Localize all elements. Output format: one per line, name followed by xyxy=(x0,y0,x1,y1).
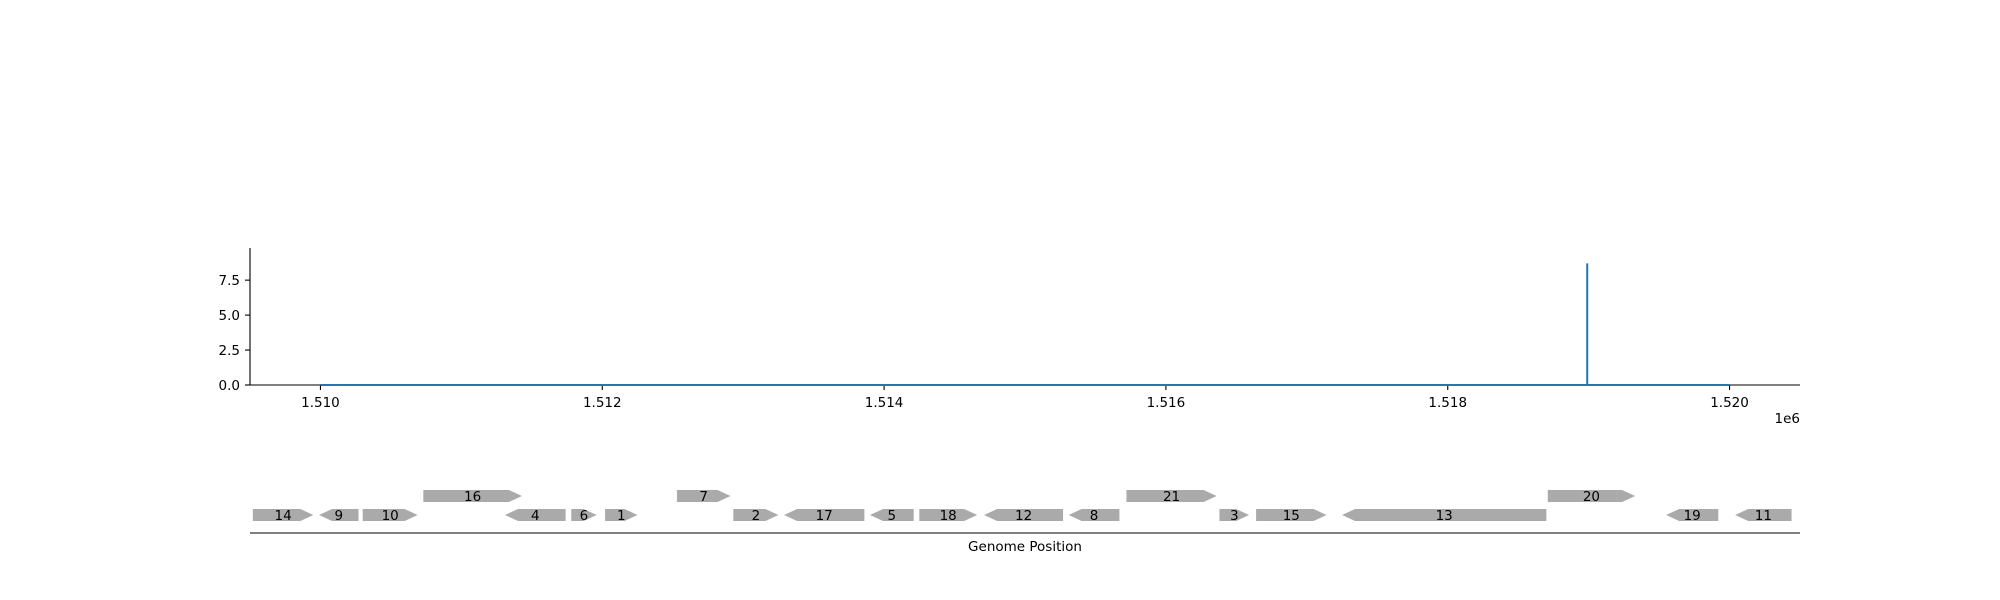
x-tick-label: 1.512 xyxy=(583,395,622,411)
gene-arrow: 19 xyxy=(1666,508,1719,524)
x-tick-label: 1.514 xyxy=(865,395,904,411)
gene-arrow: 8 xyxy=(1068,508,1120,524)
gene-label: 13 xyxy=(1436,508,1453,524)
gene-arrow: 20 xyxy=(1547,489,1636,505)
gene-label: 20 xyxy=(1583,489,1600,505)
y-tick-label: 5.0 xyxy=(219,308,240,324)
gene-arrow-shape xyxy=(362,509,418,521)
gene-arrow: 18 xyxy=(919,508,978,524)
gene-label: 6 xyxy=(580,508,589,524)
gene-arrow-shape xyxy=(1666,509,1719,521)
gene-arrow-shape xyxy=(1126,490,1217,502)
gene-arrow-shape xyxy=(423,490,522,502)
gene-arrow: 15 xyxy=(1256,508,1327,524)
gene-arrow: 21 xyxy=(1126,489,1217,505)
gene-label: 2 xyxy=(752,508,761,524)
gene-arrow-shape xyxy=(1068,509,1120,521)
y-tick-label: 2.5 xyxy=(219,343,240,359)
x-offset-label: 1e6 xyxy=(1775,411,1800,427)
coverage-series-line xyxy=(320,263,1730,386)
gene-arrow: 14 xyxy=(252,508,314,524)
x-tick-label: 1.510 xyxy=(301,395,340,411)
gene-arrow-shape xyxy=(505,509,566,521)
gene-arrow-shape xyxy=(1342,509,1547,521)
gene-label: 3 xyxy=(1230,508,1239,524)
gene-arrow: 1 xyxy=(605,508,638,524)
gene-arrow-shape xyxy=(919,509,978,521)
gene-label: 21 xyxy=(1163,489,1180,505)
gene-arrow-shape xyxy=(605,509,638,521)
gene-arrow-shape xyxy=(676,490,731,502)
coverage-x-ticks: 1.510 1.512 1.514 1.516 1.518 1.520 xyxy=(301,385,1749,411)
gene-label: 5 xyxy=(888,508,897,524)
gene-arrow-shape xyxy=(784,509,865,521)
gene-label: 18 xyxy=(940,508,957,524)
gene-label: 11 xyxy=(1755,508,1772,524)
gene-arrow: 13 xyxy=(1342,508,1547,524)
gene-label: 19 xyxy=(1684,508,1701,524)
gene-arrow-shape xyxy=(1219,509,1250,521)
gene-arrow-shape xyxy=(1256,509,1327,521)
gene-arrow: 16 xyxy=(423,489,522,505)
gene-arrow: 12 xyxy=(984,508,1064,524)
gene-arrow-shape xyxy=(984,509,1064,521)
gene-arrow: 6 xyxy=(571,508,597,524)
gene-label: 17 xyxy=(816,508,833,524)
gene-arrow: 2 xyxy=(733,508,779,524)
x-tick-label: 1.516 xyxy=(1147,395,1186,411)
y-tick-label: 0.0 xyxy=(219,378,240,394)
gene-arrow-shape xyxy=(870,509,914,521)
gene-label: 9 xyxy=(334,508,343,524)
gene-label: 1 xyxy=(617,508,626,524)
gene-arrow-shape xyxy=(319,509,359,521)
gene-arrow-shape xyxy=(571,509,597,521)
gene-arrow: 7 xyxy=(676,489,731,505)
gene-arrow: 10 xyxy=(362,508,418,524)
gene-arrow-shape xyxy=(252,509,314,521)
y-tick-label: 7.5 xyxy=(219,273,240,289)
x-tick-label: 1.518 xyxy=(1428,395,1467,411)
gene-map-x-axis-title: Genome Position xyxy=(968,539,1082,555)
gene-arrow-shape xyxy=(733,509,779,521)
gene-arrow: 11 xyxy=(1735,508,1792,524)
gene-label: 4 xyxy=(531,508,540,524)
coverage-y-ticks: 0.0 2.5 5.0 7.5 xyxy=(219,273,250,394)
gene-arrow: 4 xyxy=(505,508,566,524)
x-tick-label: 1.520 xyxy=(1710,395,1749,411)
gene-label: 12 xyxy=(1015,508,1032,524)
gene-arrow: 5 xyxy=(870,508,914,524)
gene-arrow: 9 xyxy=(319,508,359,524)
gene-arrow-shape xyxy=(1735,509,1792,521)
gene-label: 7 xyxy=(699,489,708,505)
gene-label: 16 xyxy=(464,489,481,505)
gene-arrow: 3 xyxy=(1219,508,1250,524)
gene-arrow-shape xyxy=(1547,490,1636,502)
gene-label: 14 xyxy=(275,508,292,524)
gene-label: 10 xyxy=(382,508,399,524)
gene-label: 15 xyxy=(1283,508,1300,524)
gene-label: 8 xyxy=(1090,508,1099,524)
gene-arrow: 17 xyxy=(784,508,865,524)
coverage-plot: 0.02.55.07.5 1.510 1.512 1.514 1.516 1.518 1.… xyxy=(219,248,1800,427)
